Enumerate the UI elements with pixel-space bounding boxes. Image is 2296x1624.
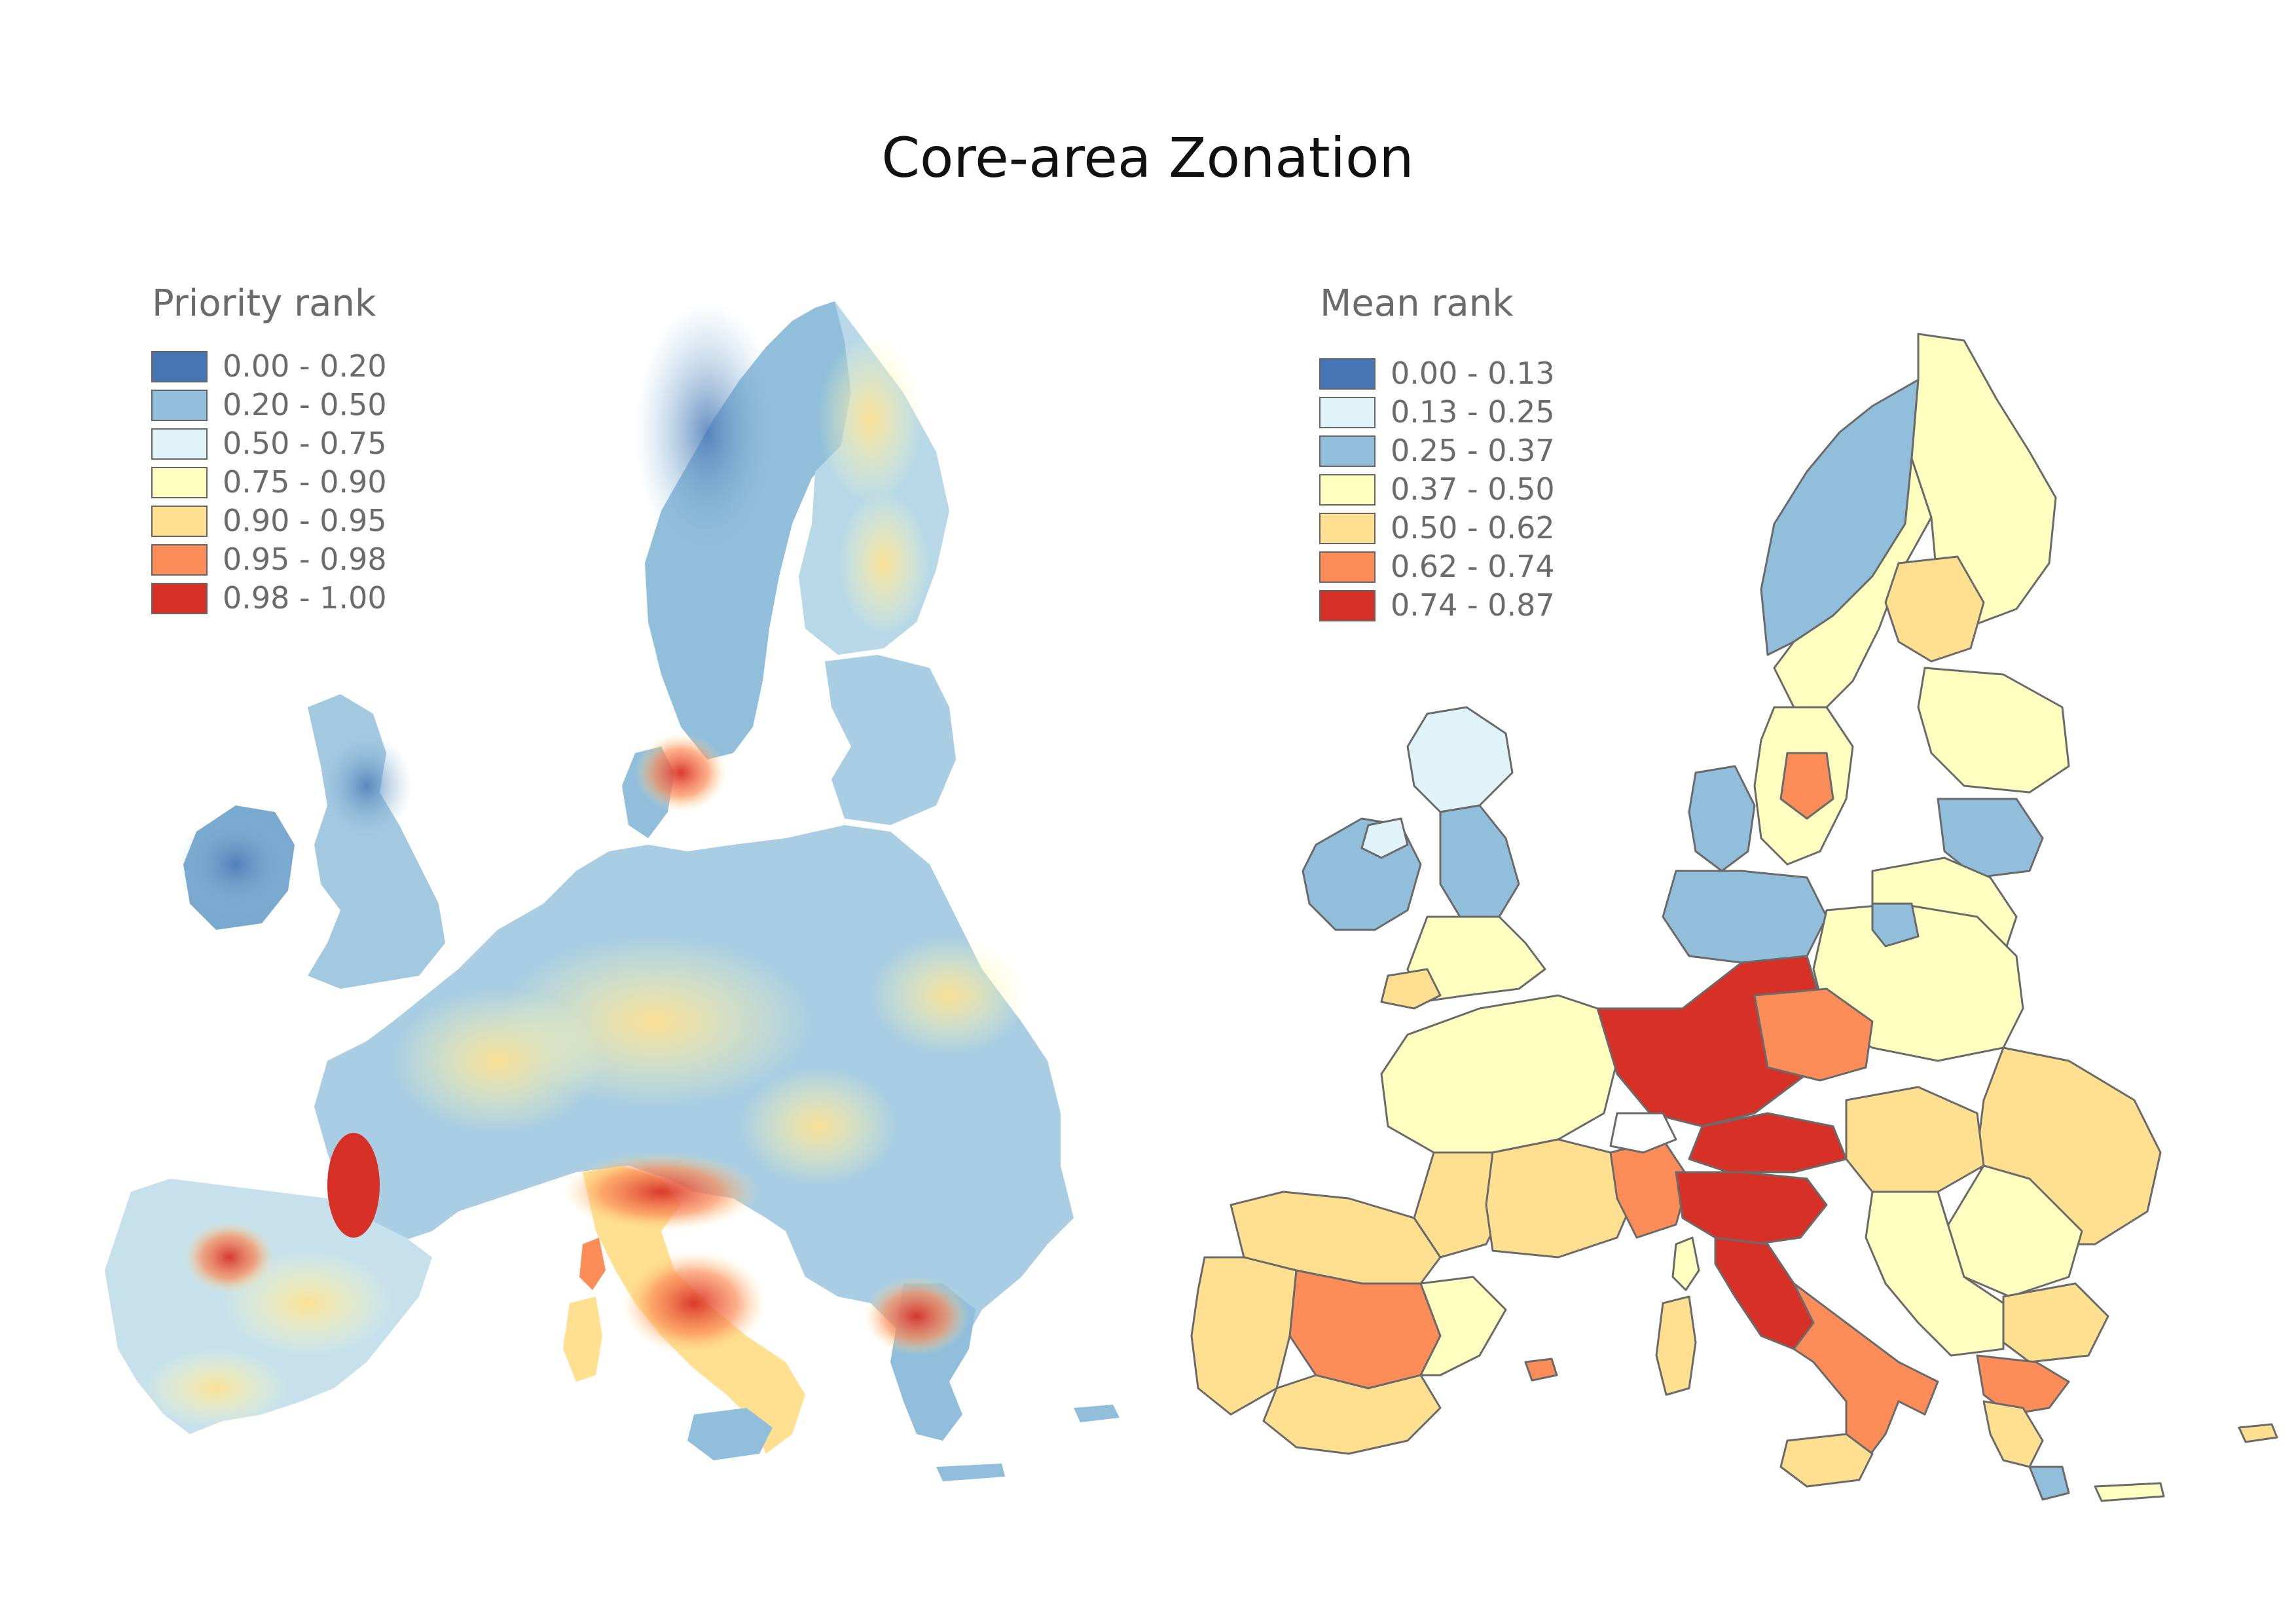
region-scotland[interactable] [1406, 706, 1514, 813]
map-baltics [825, 655, 956, 825]
region-france-north[interactable] [1380, 994, 1618, 1154]
legend-label: 0.95 - 0.98 [223, 542, 387, 577]
legend-swatch [151, 467, 208, 498]
legend-label: 0.20 - 0.50 [223, 387, 387, 422]
region-corsica[interactable] [1671, 1236, 1700, 1291]
region-denmark[interactable] [1688, 765, 1756, 872]
legend-label: 0.90 - 0.95 [223, 503, 387, 538]
region-germany-north[interactable] [1662, 870, 1828, 964]
map-corsica [579, 1238, 606, 1290]
region-italy-north[interactable] [1675, 1171, 1828, 1246]
legend-swatch [1319, 358, 1376, 390]
legend-swatch [1319, 551, 1376, 583]
region-iberia-center[interactable] [1288, 1269, 1442, 1390]
region-sardinia[interactable] [1655, 1295, 1697, 1396]
legend-label: 0.62 - 0.74 [1391, 549, 1555, 584]
region-crete[interactable] [2094, 1482, 2165, 1502]
region-finland-south[interactable] [1917, 667, 2070, 794]
region-england-southwest[interactable] [1380, 968, 1442, 1010]
priority-legend-title: Priority rank [152, 282, 376, 325]
region-bulgaria[interactable] [2002, 1282, 2109, 1363]
map-crete [936, 1464, 1005, 1481]
region-switzerland[interactable] [1609, 1112, 1677, 1154]
mean-rank-map: Mean rank 0.00 - 0.130.13 - 0.250.25 - 0… [1190, 282, 2278, 1502]
mean-legend-title: Mean rank [1320, 282, 1514, 325]
legend-label: 0.00 - 0.20 [223, 348, 387, 384]
legend-swatch [151, 506, 208, 537]
region-sweden-east[interactable] [1779, 752, 1834, 820]
legend-swatch [151, 583, 208, 614]
region-finland-central[interactable] [1884, 555, 1985, 663]
region-iberia-west[interactable] [1190, 1256, 1298, 1416]
region-hungary[interactable] [1845, 1086, 1985, 1193]
legend-swatch [151, 544, 208, 576]
legend-swatch [151, 390, 208, 421]
region-sicily[interactable] [1779, 1433, 1874, 1488]
legend-label: 0.50 - 0.62 [1391, 510, 1555, 545]
priority-legend: Priority rank 0.00 - 0.200.20 - 0.50 0.50… [151, 282, 387, 616]
map-cyprus [1074, 1405, 1120, 1422]
region-poland-north[interactable] [1871, 902, 1920, 948]
region-balkans[interactable] [1865, 1190, 2005, 1357]
legend-swatch [1319, 397, 1376, 428]
region-northern-ireland[interactable] [1360, 817, 1409, 859]
map-sardinia [563, 1297, 602, 1382]
region-finland-north[interactable] [1910, 333, 2057, 630]
legend-swatch [1319, 474, 1376, 506]
region-greece-north[interactable] [1976, 1354, 2070, 1416]
region-austria[interactable] [1688, 1112, 1848, 1173]
legend-swatch [151, 428, 208, 460]
legend-label: 0.50 - 0.75 [223, 426, 387, 461]
legend-label: 0.25 - 0.37 [1391, 433, 1555, 468]
legend-label: 0.74 - 0.87 [1391, 587, 1555, 623]
legend-label: 0.75 - 0.90 [223, 464, 387, 500]
figure-title: Core-area Zonation [881, 126, 1413, 190]
region-iberia-east[interactable] [1419, 1276, 1507, 1376]
legend-swatch [151, 351, 208, 382]
legend-swatch [1319, 513, 1376, 544]
region-iberia-south[interactable] [1262, 1374, 1442, 1455]
region-england-north[interactable] [1439, 804, 1520, 918]
priority-texture [144, 301, 1028, 1428]
region-france-south[interactable] [1485, 1138, 1638, 1259]
legend-label: 0.00 - 0.13 [1391, 356, 1555, 391]
region-czechia[interactable] [1753, 987, 1874, 1082]
mean-legend: Mean rank 0.00 - 0.130.13 - 0.250.25 - 0… [1319, 282, 1555, 623]
legend-label: 0.37 - 0.50 [1391, 471, 1555, 507]
region-italy-south[interactable] [1793, 1282, 1939, 1462]
region-baltic-east[interactable] [1937, 798, 2044, 879]
legend-label: 0.13 - 0.25 [1391, 394, 1555, 430]
region-cyprus[interactable] [2238, 1423, 2278, 1443]
legend-swatch [1319, 590, 1376, 621]
region-balearics[interactable] [1524, 1357, 1558, 1382]
priority-rank-map: Priority rank 0.00 - 0.200.20 - 0.50 0.50… [105, 282, 1120, 1481]
region-greece-islands[interactable] [2028, 1466, 2070, 1501]
legend-label: 0.98 - 1.00 [223, 580, 387, 616]
legend-swatch [1319, 435, 1376, 467]
map-sicily [687, 1408, 773, 1460]
